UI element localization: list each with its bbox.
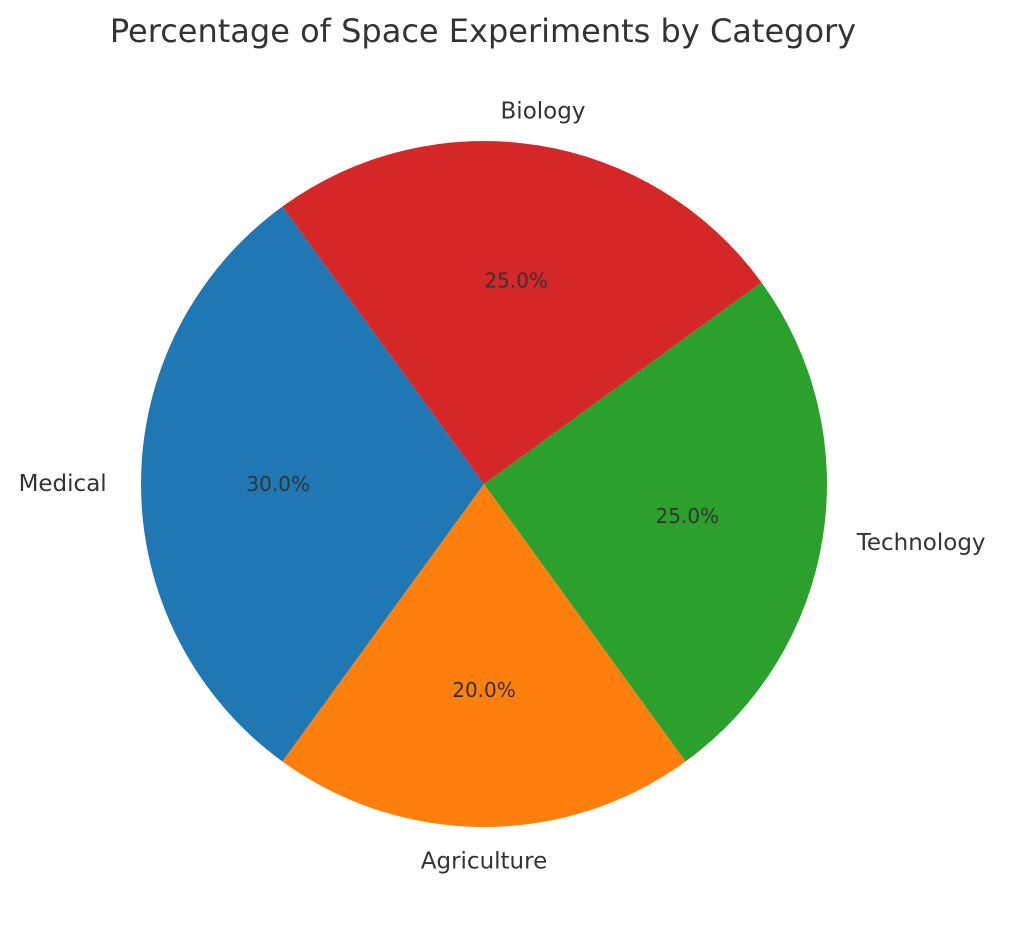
category-label-technology: Technology: [856, 530, 986, 556]
category-label-medical: Medical: [19, 471, 107, 497]
chart-title: Percentage of Space Experiments by Categ…: [110, 12, 856, 50]
category-labels: Medical Agriculture Technology Biology: [19, 98, 986, 874]
pct-label-biology: 25.0%: [484, 269, 548, 293]
pie-slice-medical: [141, 206, 484, 762]
pie-slice-biology: [282, 141, 762, 484]
category-label-agriculture: Agriculture: [421, 848, 548, 874]
pie-slices: [141, 141, 827, 827]
pct-label-medical: 30.0%: [246, 472, 310, 496]
percentage-labels: 30.0% 20.0% 25.0% 25.0%: [246, 269, 719, 702]
category-label-biology: Biology: [501, 98, 586, 124]
pct-label-agriculture: 20.0%: [452, 678, 516, 702]
pct-label-technology: 25.0%: [656, 504, 720, 528]
pie-slice-technology: [484, 282, 827, 762]
pie-slice-agriculture: [282, 484, 686, 827]
